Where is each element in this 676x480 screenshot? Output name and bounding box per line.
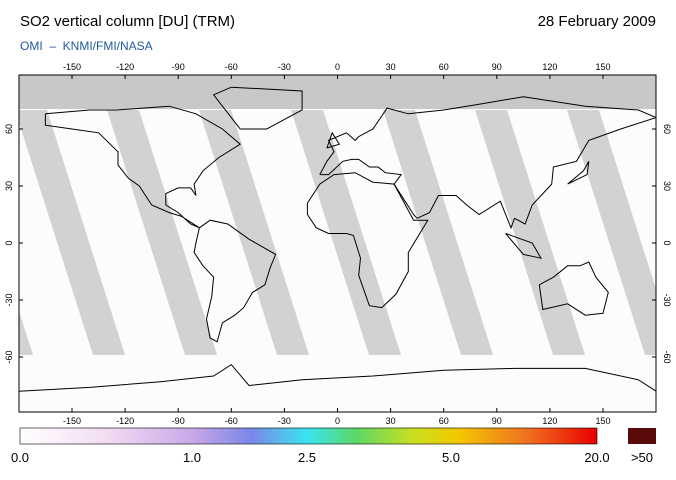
lon-label-top: -90 — [172, 62, 185, 72]
colorbar-label: 5.0 — [442, 450, 460, 465]
lat-label-right: -60 — [662, 350, 672, 363]
title: SO2 vertical column [DU] (TRM) — [20, 13, 235, 30]
swath — [199, 110, 309, 355]
lat-label-right: 30 — [662, 181, 672, 191]
lon-label-top: -150 — [63, 62, 81, 72]
lon-label-top: 0 — [335, 62, 340, 72]
lat-label-left: 60 — [4, 124, 14, 134]
swaths — [19, 110, 676, 355]
overflow-label: >50 — [631, 450, 653, 465]
lat-label-left: -60 — [4, 350, 14, 363]
coastline — [44, 105, 242, 229]
swath — [291, 110, 401, 355]
coastline — [193, 219, 277, 343]
lon-label-bottom: -90 — [172, 416, 185, 426]
colorbar-label: 2.5 — [298, 450, 316, 465]
lon-label-bottom: 0 — [335, 416, 340, 426]
lon-label-bottom: 90 — [492, 416, 502, 426]
lon-label-bottom: -120 — [116, 416, 134, 426]
coastline — [538, 261, 609, 316]
lon-label-top: 120 — [542, 62, 557, 72]
coastline — [505, 233, 542, 259]
lon-label-top: -30 — [278, 62, 291, 72]
swath — [107, 110, 217, 355]
lon-label-top: -120 — [116, 62, 134, 72]
lon-label-top: 150 — [595, 62, 610, 72]
lon-label-bottom: 150 — [595, 416, 610, 426]
coastline — [319, 96, 656, 230]
lon-label-bottom: -30 — [278, 416, 291, 426]
lat-label-right: 0 — [662, 240, 672, 245]
colorbar-label: 1.0 — [183, 450, 201, 465]
lat-label-left: -30 — [4, 293, 14, 306]
lon-label-top: 30 — [386, 62, 396, 72]
lat-label-left: 0 — [4, 240, 14, 245]
lon-label-bottom: 30 — [386, 416, 396, 426]
lon-label-bottom: -150 — [63, 416, 81, 426]
lat-label-right: -30 — [662, 293, 672, 306]
colorbar-label: 0.0 — [11, 450, 29, 465]
lon-label-top: 90 — [492, 62, 502, 72]
lon-label-bottom: -60 — [225, 416, 238, 426]
polar-night — [19, 75, 656, 109]
overflow-box — [628, 428, 656, 444]
date: 28 February 2009 — [538, 13, 656, 30]
coastline — [326, 131, 341, 149]
lon-label-bottom: 120 — [542, 416, 557, 426]
swath — [475, 110, 585, 355]
swath — [659, 110, 676, 355]
lat-label-left: 30 — [4, 181, 14, 191]
lat-label-right: 60 — [662, 124, 672, 134]
colorbar — [19, 427, 598, 445]
coastline — [567, 161, 590, 185]
map — [19, 75, 676, 412]
coastline — [306, 172, 429, 309]
coastline — [212, 86, 303, 130]
swath — [383, 110, 493, 355]
swath — [19, 311, 33, 355]
colorbar-label: 20.0 — [584, 450, 609, 465]
source: OMI – KNMI/FMI/NASA — [20, 39, 153, 53]
swath — [19, 110, 125, 355]
coastlines — [19, 86, 656, 392]
swath — [567, 110, 656, 355]
lon-label-bottom: 60 — [439, 416, 449, 426]
lon-label-top: -60 — [225, 62, 238, 72]
coastline — [19, 363, 656, 392]
lon-label-top: 60 — [439, 62, 449, 72]
